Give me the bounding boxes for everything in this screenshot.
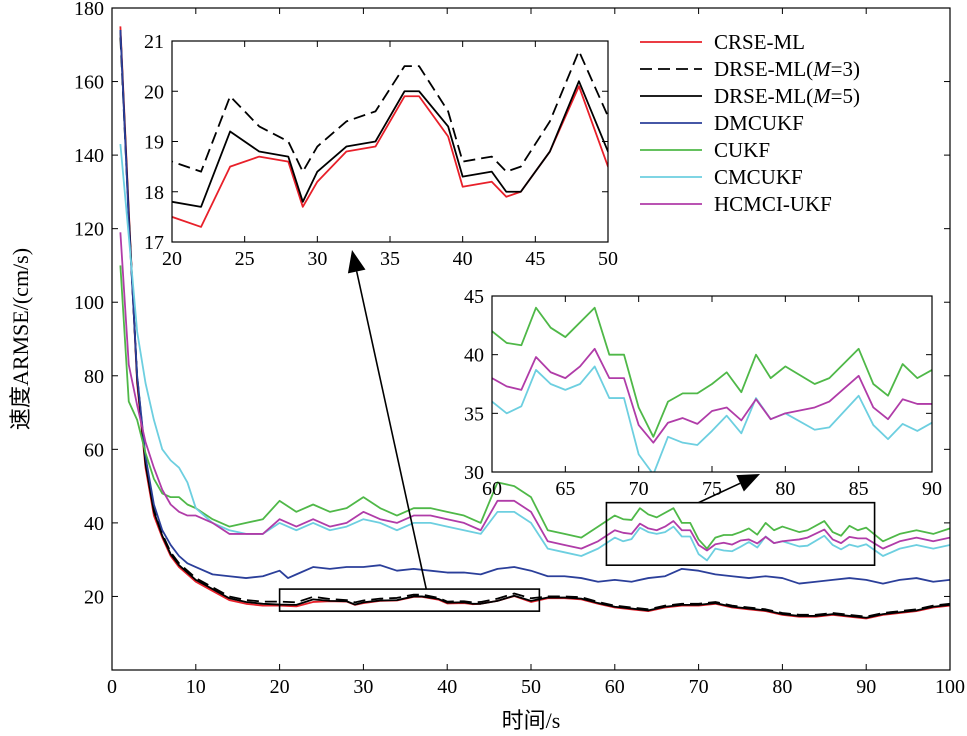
inset-top-y-tick-label: 21: [144, 31, 164, 53]
main-y-tick-label: 180: [74, 0, 104, 20]
inset-top-y-tick-label: 19: [144, 132, 164, 154]
main-y-tick-label: 140: [74, 145, 104, 167]
zoom-box-2: [605, 501, 876, 566]
inset-top-x-tick-label: 45: [525, 248, 545, 270]
legend-label: CRSE-ML: [714, 30, 805, 54]
main-x-tick-label: 90: [856, 676, 876, 698]
main-y-tick-label: 40: [84, 513, 104, 535]
main-series-dmcukf: [119, 30, 950, 585]
legend-label: HCMCI-UKF: [714, 192, 832, 216]
main-ticks: 0 10 20 30 40 50 60 70 80 90 100 20 40 60 80 100 120 140 1…: [74, 0, 965, 698]
inset-right-x-tick-label: 65: [555, 478, 575, 500]
inset-right-x-tick-label: 70: [629, 478, 649, 500]
inset-right-series-hcmci-ukf: [492, 347, 932, 444]
inset-top-background: [172, 41, 608, 242]
arrow-to-top-inset: [347, 250, 428, 590]
main-x-tick-label: 40: [437, 676, 457, 698]
zoom-boxes: [278, 501, 876, 612]
legend-entry-drse-ml-m-5: DRSE-ML(M=5): [640, 84, 860, 108]
inset-right-x-tick-label: 90: [922, 478, 942, 500]
main-y-tick-label: 80: [84, 366, 104, 388]
main-x-tick-label: 30: [353, 676, 373, 698]
main-y-tick-label: 20: [84, 586, 104, 608]
main-x-tick-label: 20: [270, 676, 290, 698]
main-series-cukf: [119, 265, 950, 550]
zoom-box-1: [278, 588, 541, 612]
y-axis-label: 速度ARMSE/(cm/s): [8, 248, 33, 430]
main-plot: 0 10 20 30 40 50 60 70 80 90 100 20 40 60 80 100 120 140 1…: [8, 0, 965, 733]
main-y-tick-label: 60: [84, 439, 104, 461]
main-y-tick-label: 120: [74, 219, 104, 241]
inset-top-series-lines: [172, 50, 608, 228]
inset-top-clip-group: [172, 50, 608, 228]
inset-right-series-cmcukf: [492, 365, 932, 472]
inset-right-clip-group: [492, 306, 932, 472]
inset-top-series-drse-ml-m-5: [172, 80, 608, 208]
legend-entry-cmcukf: CMCUKF: [640, 165, 803, 189]
main-plot-frame: [111, 7, 951, 671]
inset-right-frame: [491, 295, 933, 473]
main-x-tick-label: 80: [772, 676, 792, 698]
inset-right-series-cukf: [492, 306, 932, 438]
inset-right-y-tick-label: 30: [464, 462, 484, 484]
inset-top: 20 25 30 35 40 45 50 17 18 19 20 21: [144, 31, 618, 270]
inset-right-series-lines: [492, 306, 932, 472]
main-x-tick-label: 60: [605, 676, 625, 698]
legend-entry-cukf: CUKF: [640, 138, 770, 162]
inset-top-x-tick-label: 25: [235, 248, 255, 270]
inset-right: 60 65 70 75 80 85 90 30 35 40 45: [464, 286, 942, 500]
inset-top-y-tick-label: 18: [144, 182, 164, 204]
inset-top-series-drse-ml-m-3: [172, 50, 608, 173]
inset-top-y-tick-label: 20: [144, 81, 164, 103]
inset-top-x-tick-label: 50: [598, 248, 618, 270]
inset-top-x-tick-label: 40: [453, 248, 473, 270]
legend-entry-hcmci-ukf: HCMCI-UKF: [640, 192, 832, 216]
legend-label: DRSE-ML(M=5): [714, 84, 860, 108]
main-x-tick-label: 70: [689, 676, 709, 698]
inset-top-x-tick-label: 30: [307, 248, 327, 270]
inset-right-x-tick-label: 60: [482, 478, 502, 500]
legend-label: DRSE-ML(M=3): [714, 57, 860, 81]
inset-right-y-tick-label: 45: [464, 286, 484, 308]
main-x-tick-label: 0: [107, 676, 117, 698]
zoom-arrows: [347, 250, 760, 590]
main-y-tick-label: 160: [74, 72, 104, 94]
inset-right-x-tick-label: 80: [775, 478, 795, 500]
legend: CRSE-ML DRSE-ML(M=3) DRSE-ML(M=5) DMCUKF CUK…: [640, 30, 860, 216]
legend-label: DMCUKF: [714, 111, 804, 135]
inset-top-x-tick-label: 35: [380, 248, 400, 270]
main-clip-group: [119, 26, 950, 620]
legend-label: CUKF: [714, 138, 770, 162]
legend-label: CMCUKF: [714, 165, 803, 189]
legend-entry-dmcukf: DMCUKF: [640, 111, 804, 135]
main-y-tick-label: 100: [74, 292, 104, 314]
x-axis-label: 时间/s: [502, 708, 561, 733]
inset-right-y-tick-label: 35: [464, 403, 484, 425]
inset-right-x-tick-label: 75: [702, 478, 722, 500]
main-x-tick-label: 100: [935, 676, 965, 698]
inset-top-frame: [171, 40, 609, 243]
arrow-to-right-inset: [698, 474, 760, 504]
inset-top-x-tick-label: 20: [162, 248, 182, 270]
main-series-drse-ml-m-5: [119, 30, 950, 619]
main-series-lines: [119, 26, 950, 620]
inset-top-y-tick-label: 17: [144, 232, 164, 254]
main-x-tick-label: 50: [521, 676, 541, 698]
inset-right-x-tick-label: 85: [849, 478, 869, 500]
legend-entry-crse-ml: CRSE-ML: [640, 30, 805, 54]
inset-top-ticks: 20 25 30 35 40 45 50 17 18 19 20 21: [144, 31, 618, 270]
main-x-tick-label: 10: [186, 676, 206, 698]
main-series-drse-ml-m-3: [119, 37, 950, 618]
legend-entry-drse-ml-m-3: DRSE-ML(M=3): [640, 57, 860, 81]
inset-right-y-tick-label: 40: [464, 345, 484, 367]
